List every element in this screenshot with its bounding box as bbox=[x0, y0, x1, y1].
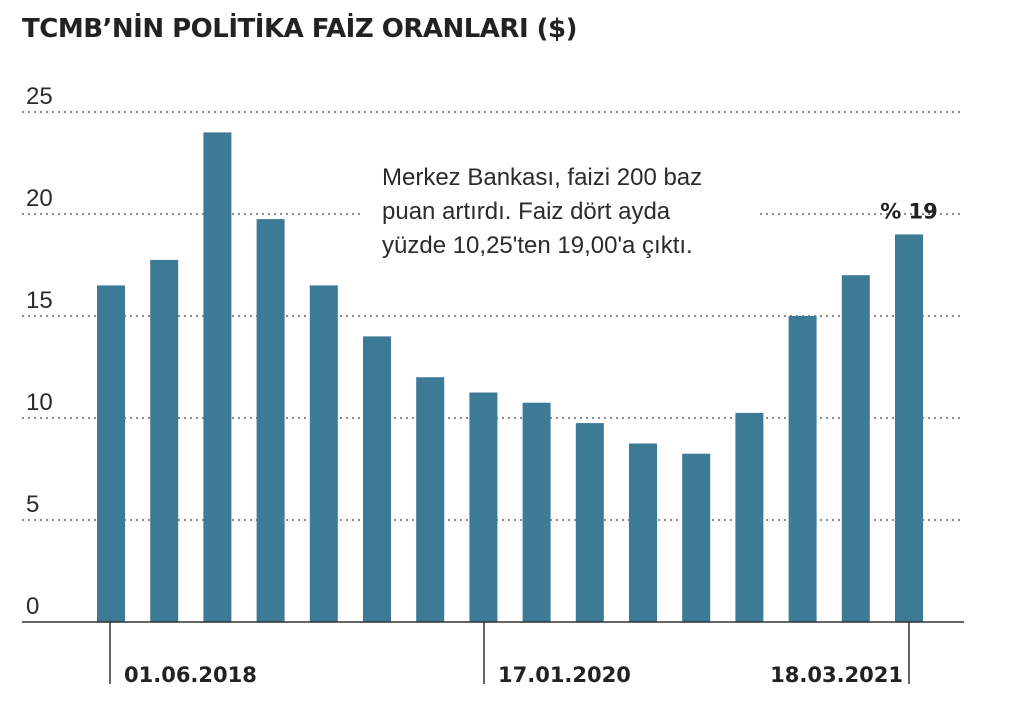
bar bbox=[256, 219, 285, 622]
annotation-line-3: yüzde 10,25'ten 19,00'a çıktı. bbox=[382, 232, 693, 259]
y-tick-label: 20 bbox=[26, 185, 53, 212]
last-value-label: % 19 bbox=[880, 199, 938, 223]
annotation-line-2: puan artırdı. Faiz dört ayda bbox=[382, 198, 671, 225]
y-tick-label: 25 bbox=[26, 83, 53, 110]
annotation-background bbox=[360, 152, 760, 264]
bar bbox=[682, 453, 711, 622]
bar bbox=[575, 423, 604, 622]
bar bbox=[522, 402, 551, 622]
y-tick-label: 15 bbox=[26, 287, 53, 314]
gridlines bbox=[22, 111, 962, 521]
y-tick-label: 0 bbox=[26, 593, 39, 620]
date-marker-label: 18.03.2021 bbox=[770, 663, 903, 687]
bar bbox=[895, 234, 923, 622]
bar bbox=[841, 275, 870, 622]
bar bbox=[203, 132, 232, 622]
date-markers: 01.06.2018 17.01.2020 18.03.2021 bbox=[109, 622, 910, 687]
bar bbox=[788, 316, 817, 622]
bar bbox=[735, 412, 764, 622]
bar bbox=[309, 285, 338, 622]
annotation-line-1: Merkez Bankası, faizi 200 baz bbox=[382, 164, 702, 191]
y-tick-label: 10 bbox=[26, 389, 53, 416]
chart-title: TCMB’NİN POLİTİKA FAİZ ORANLARI ($) bbox=[22, 14, 578, 44]
date-marker-label: 01.06.2018 bbox=[124, 663, 257, 687]
bar bbox=[629, 443, 657, 622]
bar bbox=[97, 285, 125, 622]
date-marker-label: 17.01.2020 bbox=[498, 663, 631, 687]
bar bbox=[416, 377, 445, 622]
y-axis-ticks: 0 5 10 15 20 25 bbox=[26, 83, 53, 620]
bar bbox=[469, 392, 498, 622]
bars bbox=[97, 132, 923, 622]
y-tick-label: 5 bbox=[26, 491, 39, 518]
bar bbox=[363, 336, 391, 622]
bar bbox=[150, 259, 179, 622]
